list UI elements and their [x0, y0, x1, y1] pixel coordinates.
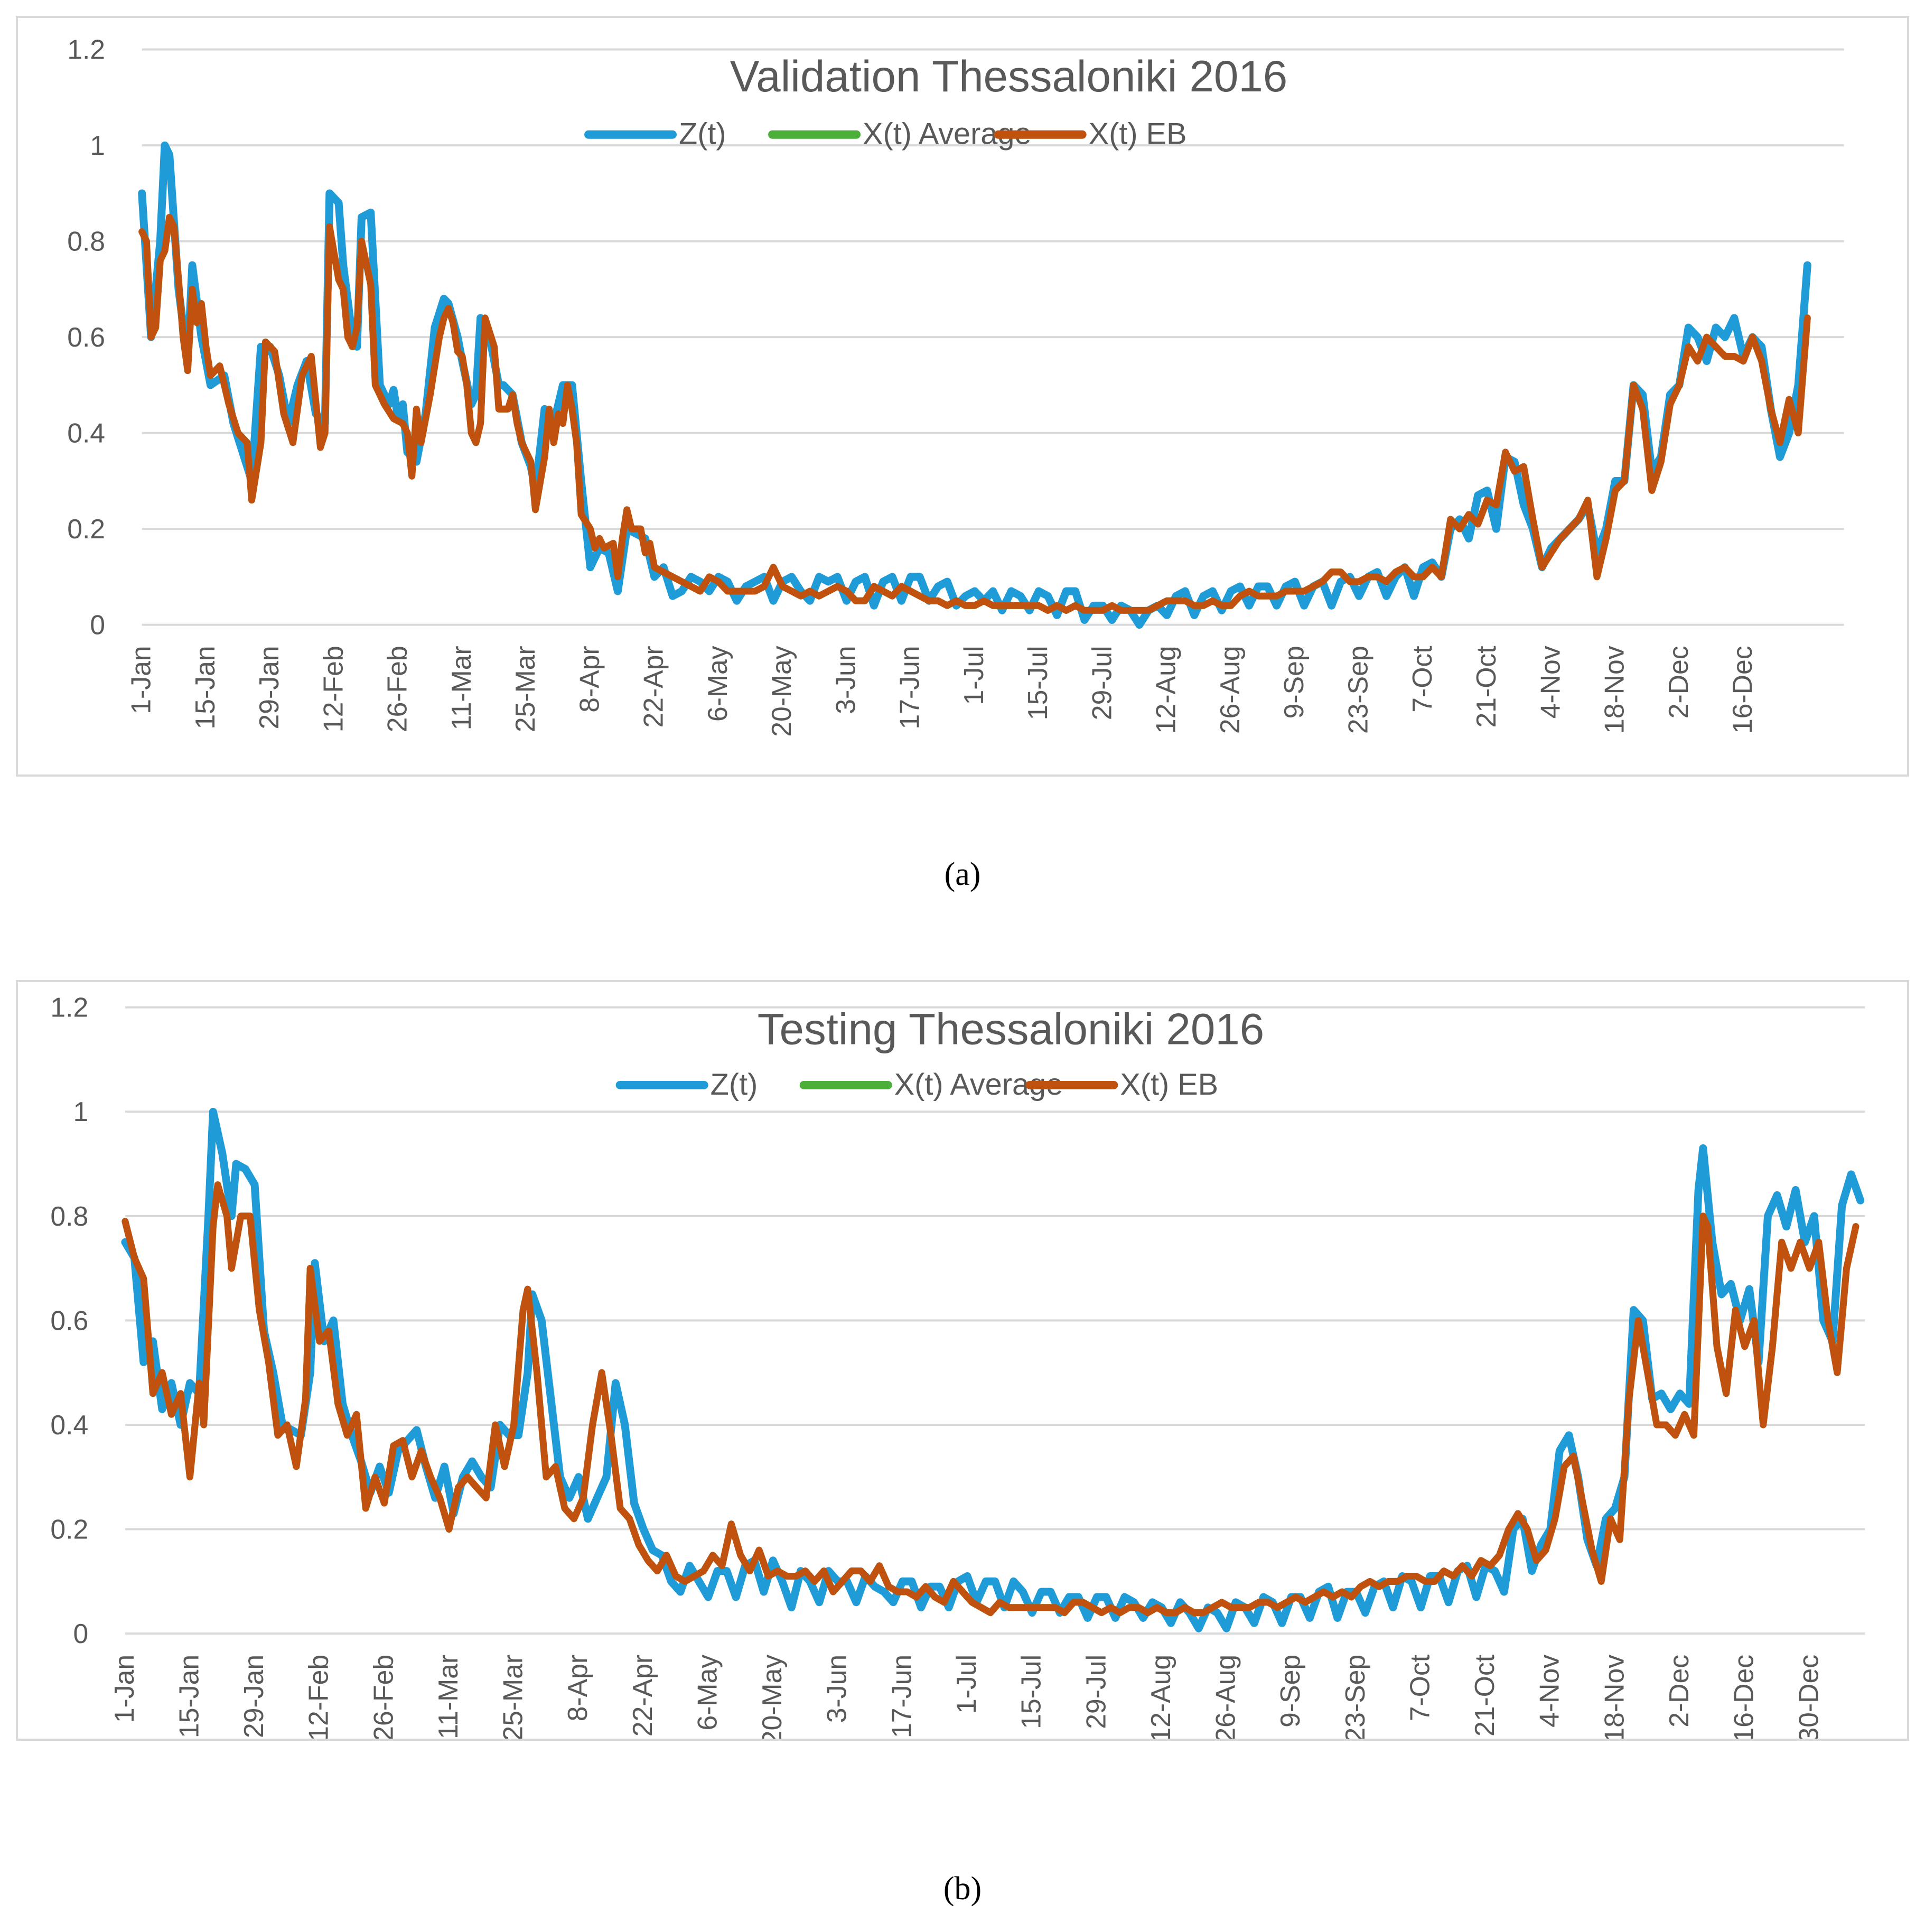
y-tick-label: 1.2: [67, 34, 105, 65]
x-tick-label: 29-Jul: [1080, 1655, 1111, 1729]
legend-label: X(t) EB: [1120, 1068, 1218, 1102]
x-tick-label: 15-Jan: [190, 646, 220, 729]
x-tick-label: 25-Mar: [510, 646, 540, 732]
x-tick-label: 1-Jan: [126, 646, 156, 714]
x-tick-label: 6-May: [702, 646, 733, 722]
validation-chart: 0 0.2 0.4 0.6 0.8 1 1.2 1-Jan 15-Jan 29-Jan 12-Feb…: [67, 34, 1844, 737]
x-tick-label: 12-Feb: [317, 646, 348, 732]
x-tick-label: 22-Apr: [638, 646, 669, 727]
x-tick-label: 4-Nov: [1535, 646, 1565, 718]
x-tick-label: 15-Jul: [1016, 1655, 1046, 1729]
x-tick-label: 12-Feb: [303, 1655, 334, 1739]
y-tick-label: 0.6: [67, 322, 105, 352]
x-tick-label: 18-Nov: [1599, 1655, 1629, 1739]
legend-label: Z(t): [679, 117, 726, 151]
series-line-z-t-: [138, 141, 1811, 629]
x-tick-label: 25-Mar: [498, 1655, 528, 1739]
x-tick-label: 8-Apr: [574, 646, 604, 712]
x-tick-label: 17-Jun: [894, 646, 925, 729]
y-tick-label: 0.8: [67, 226, 105, 257]
caption-a: (a): [944, 856, 981, 892]
y-tick-label: 0.2: [67, 514, 105, 544]
x-tick-label: 3-Jun: [830, 646, 861, 714]
x-tick-label: 16-Dec: [1728, 1655, 1759, 1739]
y-tick-label: 0.4: [67, 418, 105, 449]
x-tick-label: 17-Jun: [886, 1655, 917, 1738]
x-tick-label: 4-Nov: [1534, 1655, 1565, 1728]
x-tick-label: 2-Dec: [1664, 1655, 1694, 1728]
series-line-z-t-: [121, 1107, 1865, 1632]
x-tick-label: 21-Oct: [1471, 646, 1501, 727]
x-tick-label: 2-Dec: [1663, 646, 1694, 718]
x-tick-label: 26-Aug: [1214, 646, 1245, 734]
x-tick-label: 29-Jan: [254, 646, 284, 729]
series-line-x-t-eb: [138, 213, 1811, 614]
y-tick-label: 1: [90, 130, 105, 161]
x-tick-label: 12-Aug: [1145, 1655, 1176, 1739]
x-tick-label: 18-Nov: [1599, 646, 1630, 734]
x-tick-label: 12-Aug: [1151, 646, 1181, 734]
x-tick-label: 9-Sep: [1278, 646, 1309, 718]
y-tick-label: 0.4: [50, 1410, 88, 1440]
x-tick-label: 26-Feb: [382, 646, 413, 732]
x-tick-label: 1-Jul: [951, 1655, 982, 1714]
testing-chart: 0 0.2 0.4 0.6 0.8 1 1.2 1-Jan 15-Jan 29-Jan 12-Feb…: [50, 992, 1865, 1739]
x-tick-label: 11-Mar: [446, 646, 476, 730]
chart-panel-validation: 0 0.2 0.4 0.6 0.8 1 1.2 1-Jan 15-Jan 29-Jan 12-Feb…: [16, 16, 1909, 777]
legend-label: X(t) EB: [1089, 117, 1187, 151]
x-tick-label: 30-Dec: [1793, 1655, 1824, 1739]
x-tick-label: 29-Jan: [238, 1655, 269, 1738]
x-tick-label: 15-Jan: [173, 1655, 204, 1738]
caption-b: (b): [943, 1871, 982, 1907]
x-tick-label: 7-Oct: [1404, 1655, 1435, 1721]
y-tick-label: 1.2: [50, 992, 88, 1023]
x-tick-label: 26-Aug: [1210, 1655, 1241, 1739]
x-tick-label: 23-Sep: [1342, 646, 1373, 734]
chart-title: Testing Thessaloniki 2016: [758, 1004, 1265, 1053]
x-tick-label: 7-Oct: [1407, 646, 1437, 712]
x-tick-label: 15-Jul: [1022, 646, 1053, 720]
x-tick-label: 29-Jul: [1086, 646, 1117, 720]
y-tick-label: 0.6: [50, 1305, 88, 1336]
x-tick-label: 22-Apr: [627, 1655, 658, 1737]
x-tick-label: 16-Dec: [1727, 646, 1758, 734]
x-tick-label: 3-Jun: [821, 1655, 852, 1723]
x-tick-label: 6-May: [691, 1655, 722, 1731]
y-tick-label: 1: [73, 1096, 88, 1127]
x-tick-label: 1-Jan: [109, 1655, 139, 1723]
x-tick-label: 21-Oct: [1469, 1655, 1500, 1737]
x-tick-label: 23-Sep: [1340, 1655, 1370, 1739]
chart-panel-testing: 0 0.2 0.4 0.6 0.8 1 1.2 1-Jan 15-Jan 29-Jan 12-Feb…: [16, 980, 1909, 1741]
y-tick-label: 0: [73, 1618, 88, 1649]
y-tick-label: 0.2: [50, 1514, 88, 1544]
legend-label: Z(t): [711, 1068, 758, 1102]
x-tick-label: 20-May: [766, 646, 797, 737]
chart-title: Validation Thessaloniki 2016: [730, 51, 1287, 101]
series-line-x-t-eb: [122, 1181, 1859, 1617]
x-tick-label: 26-Feb: [368, 1655, 398, 1739]
x-tick-label: 20-May: [756, 1655, 787, 1739]
y-tick-label: 0.8: [50, 1201, 88, 1231]
x-tick-label: 9-Sep: [1275, 1655, 1305, 1728]
x-tick-label: 11-Mar: [433, 1655, 463, 1739]
x-tick-label: 8-Apr: [562, 1655, 593, 1721]
x-tick-label: 1-Jul: [958, 646, 989, 705]
y-tick-label: 0: [90, 609, 105, 640]
